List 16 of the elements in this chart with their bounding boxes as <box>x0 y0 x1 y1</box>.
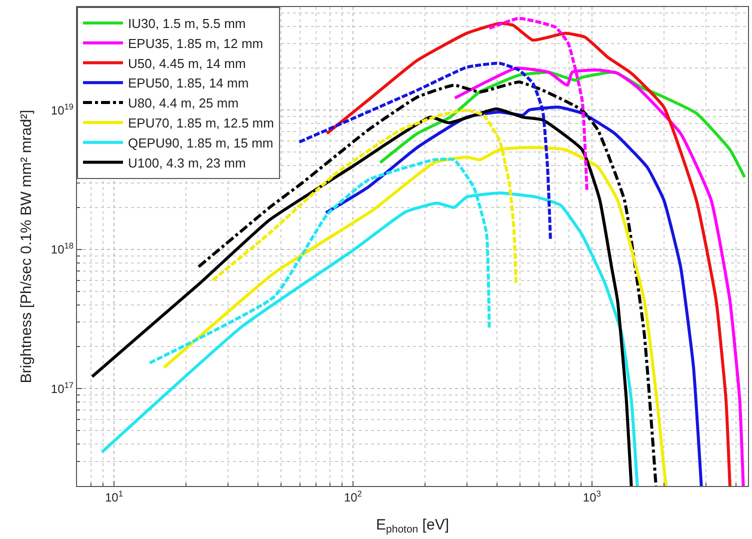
x-tick-label: 10$^{3}$ <box>582 488 602 504</box>
y-tick-label: 10$^{18}$ <box>50 240 74 257</box>
legend-label: QEPU90, 1.85 m, 15 mm <box>128 135 274 150</box>
legend-label: EPU70, 1.85 m, 12.5 mm <box>128 116 274 131</box>
y-tick-label: 10$^{19}$ <box>50 101 74 118</box>
legend-label: U50, 4.45 m, 14 mm <box>128 56 246 71</box>
legend-label: U100, 4.3 m, 23 mm <box>128 155 246 170</box>
x-tick-label: 10$^{1}$ <box>104 488 124 504</box>
x-tick-label: 10$^{2}$ <box>344 488 362 504</box>
legend-label: EPU35, 1.85 m, 12 mm <box>128 36 264 51</box>
legend-label: U80, 4.4 m, 25 mm <box>128 96 239 111</box>
y-tick-label: 10$^{17}$ <box>50 380 74 396</box>
y-axis-title: Brightness [Ph/sec 0.1% BW mm² mrad²] <box>18 110 36 384</box>
x-axis-title: E$_{photon}$ [eV] <box>376 516 449 536</box>
legend-label: IU30, 1.5 m, 5.5 mm <box>128 16 246 32</box>
legend-label: EPU50, 1.85, 14 mm <box>128 76 249 91</box>
